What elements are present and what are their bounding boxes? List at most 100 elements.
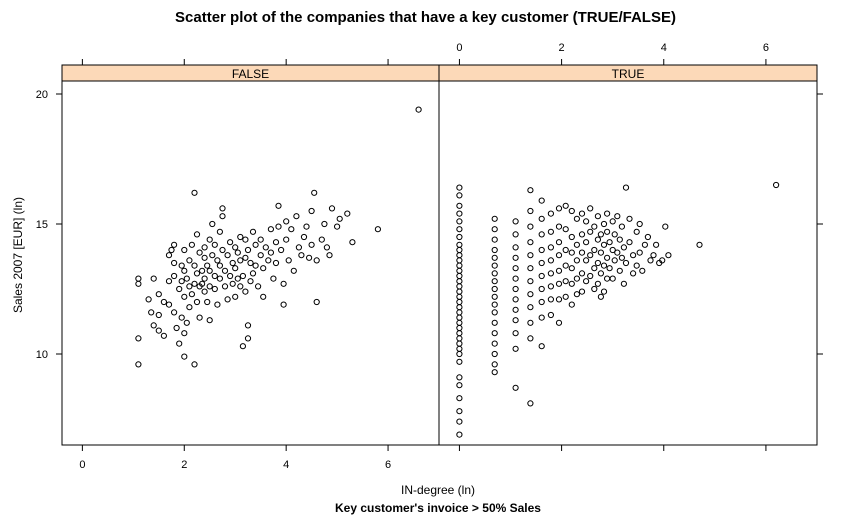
scatter-point [456,283,463,290]
scatter-point [456,241,463,248]
scatter-point [527,319,534,326]
scatter-point [600,220,608,228]
scatter-point [135,280,142,287]
scatter-point [249,270,257,277]
scatter-point [568,207,575,215]
scatter-point [176,285,183,293]
scatter-point [209,220,216,228]
scatter-point [591,285,598,293]
scatter-point [267,226,274,233]
scatter-point [216,275,223,282]
scatter-point [374,226,381,233]
scatter-point [456,340,463,347]
scatter-point [512,275,519,282]
scatter-point [201,288,208,295]
scatter-point [171,272,178,280]
scatter-point [181,293,188,300]
scatter-point [283,236,290,243]
scatter-point [491,246,498,254]
scatter-point [573,215,581,222]
points-panel-false [135,106,422,368]
scatter-point [336,215,343,222]
scatter-point [622,259,630,267]
scatter-point [237,233,244,241]
scatter-point [227,272,234,280]
scatter-point [173,324,180,332]
scatter-point [555,223,563,230]
scatter-point [242,236,249,243]
scatter-point [298,252,305,259]
scatter-point [283,218,290,225]
scatter-point [148,309,155,316]
scatter-point [527,335,534,342]
scatter-point [491,309,498,316]
scatter-point [616,236,623,243]
scatter-point [578,270,586,277]
strip-label-true: TRUE [612,67,645,81]
scatter-point [555,252,563,259]
scatter-point [773,181,780,189]
scatter-point [538,272,545,280]
scatter-point [491,330,498,337]
scatter-point [547,283,555,290]
scatter-point [456,184,463,191]
scatter-point [568,233,575,241]
scatter-point [252,241,259,248]
scatter-point [606,265,613,272]
scatter-point [587,228,594,235]
scatter-point [219,246,226,254]
scatter-point [456,267,463,274]
scatter-point [224,252,231,259]
scatter-point [206,267,213,274]
scatter-point [323,244,330,251]
scatter-point [555,319,563,326]
scatter-point [587,272,594,280]
scatter-point [456,288,463,295]
scatter-point [547,270,555,277]
scatter-point [456,358,463,365]
scatter-point [597,231,605,238]
scatter-point [616,267,623,274]
scatter-point [626,215,633,222]
scatter-point [211,272,218,280]
scatter-point [456,319,463,326]
scatter-point [578,231,586,238]
scatter-point [456,374,463,381]
scatter-point [491,215,498,222]
scatter-point [456,192,463,199]
scatter-point [275,223,282,230]
scatter-point [600,288,608,295]
scatter-point [334,223,341,230]
scatter-point [188,291,195,298]
scatter-point [242,254,249,261]
scatter-point [512,218,519,225]
scatter-point [221,267,229,274]
scatter-point [555,280,563,287]
scatter-point [219,205,226,212]
scatter-point [216,262,223,269]
scatter-point [512,254,519,261]
scatter-point [171,309,178,316]
scatter-point [555,239,563,246]
scatter-point [186,283,193,290]
scatter-point [659,257,666,264]
scatter-point [206,283,213,290]
scatter-point [600,241,608,248]
scatter-point [290,267,297,274]
scatter-point [219,213,226,220]
scatter-point [328,205,336,212]
scatter-point [547,210,555,217]
scatter-point [224,296,231,303]
x-axis-label: IN-degree (ln) [401,483,475,497]
scatter-point [573,275,581,282]
scatter-point [155,291,162,298]
scatter-point [653,241,660,248]
points-panel-true [456,181,780,438]
scatter-point [171,241,178,248]
scatter-point [491,361,498,368]
scatter-point [183,319,190,326]
scatter-point [555,267,563,274]
scatter-point [285,257,292,264]
scatter-point [641,241,649,248]
scatter-point [244,246,252,254]
